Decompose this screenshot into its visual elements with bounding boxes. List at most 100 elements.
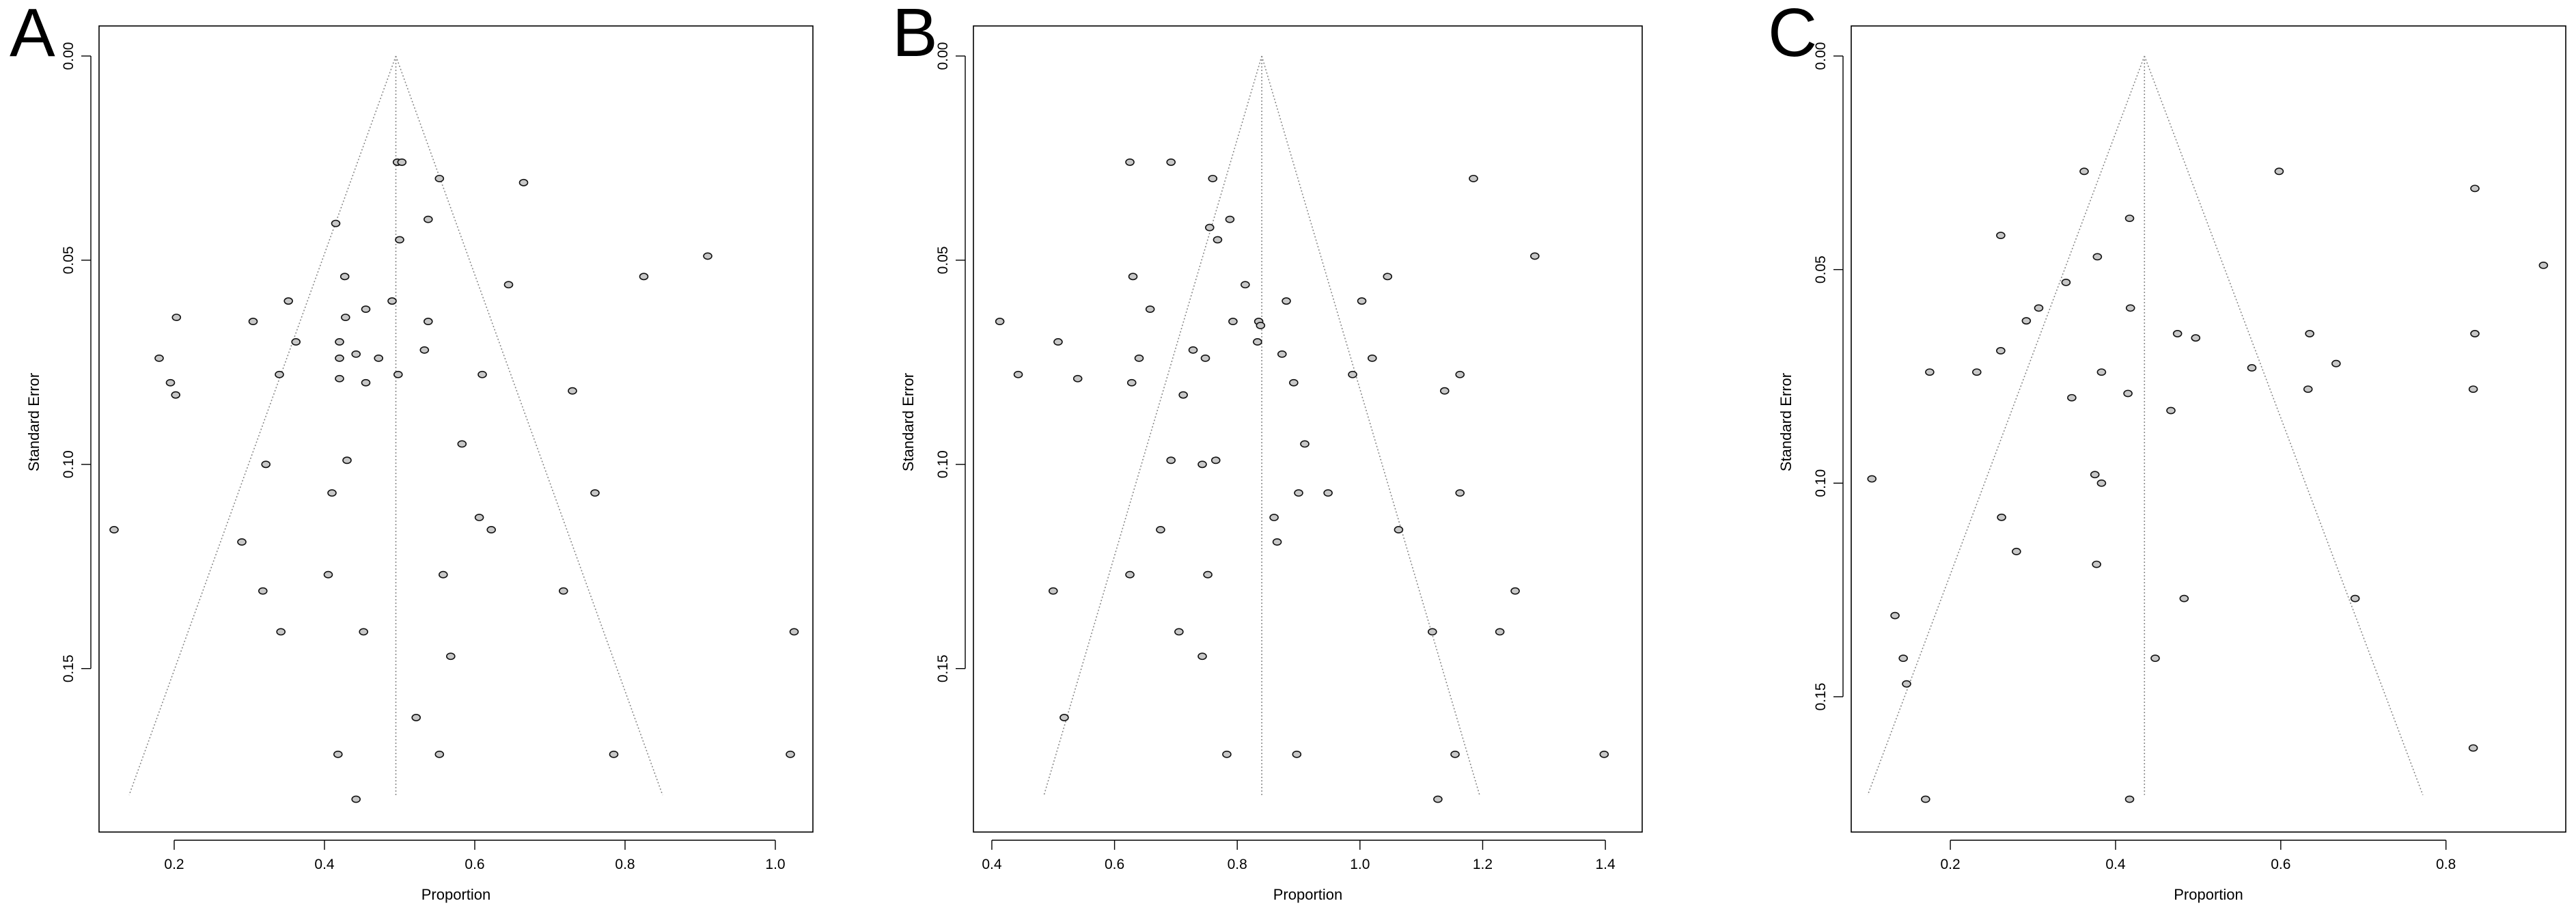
study-point xyxy=(1126,378,1137,387)
y-tick-label: 0.15 xyxy=(935,654,951,682)
x-axis-title: Proportion xyxy=(1273,886,1343,903)
study-point xyxy=(2331,359,2341,368)
x-tick-label: 1.0 xyxy=(765,857,785,872)
study-point xyxy=(2470,330,2480,337)
study-point xyxy=(2125,304,2135,312)
study-point xyxy=(438,570,448,579)
study-point xyxy=(283,297,294,305)
study-point xyxy=(1013,370,1023,378)
study-point xyxy=(342,456,352,465)
study-point xyxy=(276,628,286,636)
study-point xyxy=(1200,354,1210,362)
y-tick-label: 0.00 xyxy=(61,42,77,70)
study-point xyxy=(171,314,182,321)
study-point xyxy=(1125,570,1135,579)
y-tick-label: 0.15 xyxy=(1813,682,1829,710)
study-point xyxy=(1228,318,1238,325)
study-point xyxy=(1256,322,1266,329)
panel-letter-c: C xyxy=(1768,0,1817,71)
study-point xyxy=(558,587,568,595)
study-point xyxy=(154,354,164,362)
study-point xyxy=(1203,570,1213,579)
study-point xyxy=(2247,364,2257,372)
study-point xyxy=(333,750,343,758)
plot-frame xyxy=(973,25,1643,833)
study-point xyxy=(2096,368,2107,376)
study-point xyxy=(1253,338,1262,346)
study-point xyxy=(261,460,271,469)
study-point xyxy=(1996,232,2006,240)
study-point xyxy=(423,318,433,325)
study-point xyxy=(2172,330,2183,337)
study-point xyxy=(1902,680,1911,688)
study-point xyxy=(248,318,258,325)
study-point xyxy=(1178,391,1188,399)
y-tick-label: 0.00 xyxy=(935,42,951,70)
study-point xyxy=(1072,374,1083,383)
study-point xyxy=(2191,334,2201,342)
study-point xyxy=(1272,538,1282,546)
study-point xyxy=(703,252,712,260)
study-point xyxy=(351,350,361,358)
study-point xyxy=(327,489,337,497)
study-point xyxy=(2166,406,2176,415)
study-point xyxy=(1469,174,1478,182)
study-point xyxy=(1383,273,1393,281)
study-point xyxy=(2274,167,2284,176)
study-point xyxy=(1921,795,1930,803)
study-point xyxy=(1241,281,1250,289)
study-point xyxy=(1197,652,1207,661)
funnel-plot-c: C 0.2 0.4 0.6 0.8 Proportion 0.00 0.05 0.10 0.15 S… xyxy=(1768,0,2566,903)
study-point xyxy=(1510,587,1520,595)
study-point xyxy=(374,354,384,362)
x-tick-label: 0.8 xyxy=(615,857,635,872)
study-point xyxy=(503,281,514,289)
study-point xyxy=(2350,594,2360,603)
funnel-left-line xyxy=(128,55,397,796)
study-point xyxy=(275,370,284,378)
study-point xyxy=(1204,223,1215,232)
panel-letter-b: B xyxy=(892,0,938,71)
study-point xyxy=(1145,305,1155,314)
study-point xyxy=(237,538,247,546)
study-point xyxy=(1125,158,1135,166)
study-point xyxy=(171,391,181,399)
study-point xyxy=(1128,273,1138,281)
study-point xyxy=(2092,560,2101,568)
funnel-right-line xyxy=(1261,55,1480,796)
x-tick-label: 1.2 xyxy=(1473,857,1493,872)
study-point xyxy=(1222,750,1232,758)
study-point xyxy=(2034,304,2044,312)
study-point xyxy=(397,158,407,166)
study-point xyxy=(423,215,433,223)
study-point xyxy=(387,297,397,305)
study-point xyxy=(2124,214,2135,223)
study-point xyxy=(2092,253,2103,261)
study-point xyxy=(2123,389,2133,398)
study-point xyxy=(2470,184,2480,193)
study-point xyxy=(1972,368,1982,376)
study-point xyxy=(486,526,497,534)
x-tick-label: 0.8 xyxy=(1228,857,1247,872)
study-point xyxy=(109,526,119,534)
study-point xyxy=(1394,526,1404,534)
study-point xyxy=(568,387,577,395)
study-point xyxy=(995,318,1005,325)
study-point xyxy=(2021,317,2032,325)
funnel-left-line xyxy=(1043,55,1262,796)
study-point xyxy=(1048,587,1058,595)
y-axis-title: Standard Error xyxy=(25,373,42,471)
study-point xyxy=(351,795,361,803)
x-tick-label: 0.8 xyxy=(2436,857,2456,872)
study-point xyxy=(2303,385,2313,393)
study-point xyxy=(590,489,600,497)
study-point xyxy=(457,440,467,448)
study-point xyxy=(445,652,456,661)
study-point xyxy=(1925,368,1935,376)
study-point xyxy=(1867,475,1877,483)
study-point xyxy=(1166,456,1176,465)
x-tick-label: 0.6 xyxy=(465,857,484,872)
study-point xyxy=(1997,513,2006,521)
study-point xyxy=(1282,297,1291,305)
